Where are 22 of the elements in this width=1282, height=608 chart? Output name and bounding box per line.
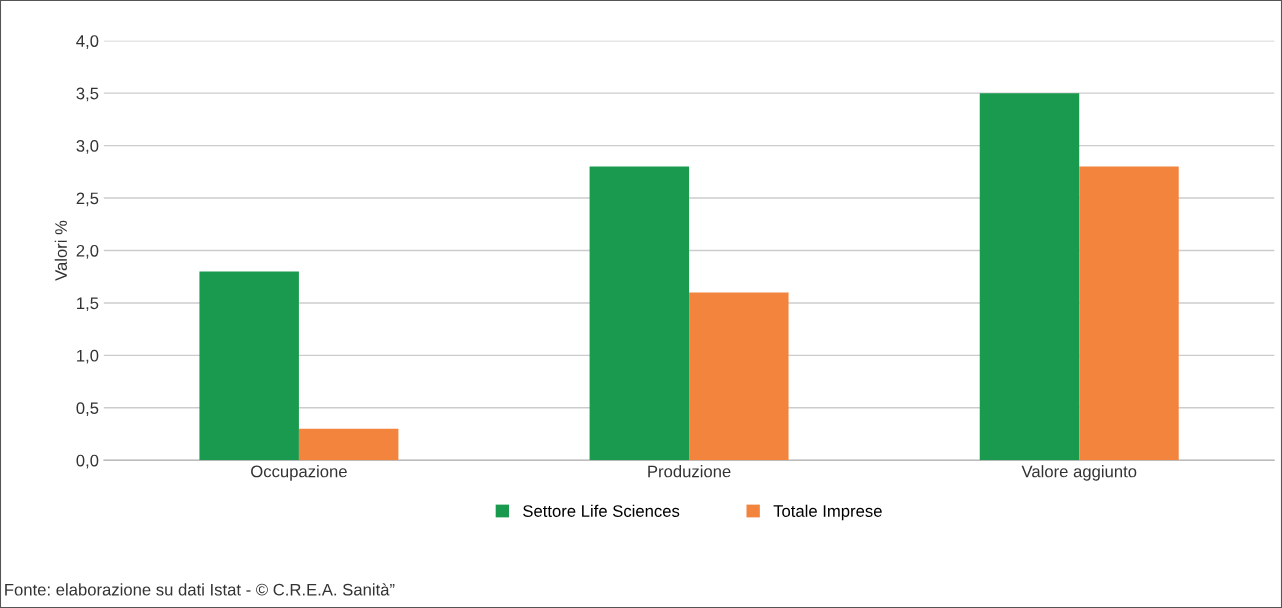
y-tick-label: 0,5 [76,402,99,416]
y-tick-label: 3,0 [76,140,99,154]
y-tick-label: 0,0 [76,454,99,469]
bar [589,166,690,461]
y-tick-label: 1,0 [77,349,99,364]
y-tick-label: 2,5 [76,192,99,207]
source-note: Fonte: elaborazione su dati Istat - © C.R.E.A. Sanità” [5,583,395,596]
y-axis-title: Valori % [54,220,67,281]
bar [298,428,399,461]
bar [979,93,1080,461]
y-tick-label: 3,5 [76,87,99,102]
bar [1079,166,1179,461]
bar [689,292,789,461]
y-tick-label: 1,5 [77,297,99,312]
x-tick-label: Valore aggiunto [1021,465,1137,481]
x-tick-label: Produzione [648,465,731,478]
x-tick-label: Occupazione [251,465,347,481]
y-tick-label: 4,0 [76,35,99,49]
y-tick-label: 2,0 [76,244,99,259]
legend-label: Settore Life Sciences [523,504,680,517]
bar [199,271,299,461]
legend-label: Totale Imprese [773,504,882,521]
